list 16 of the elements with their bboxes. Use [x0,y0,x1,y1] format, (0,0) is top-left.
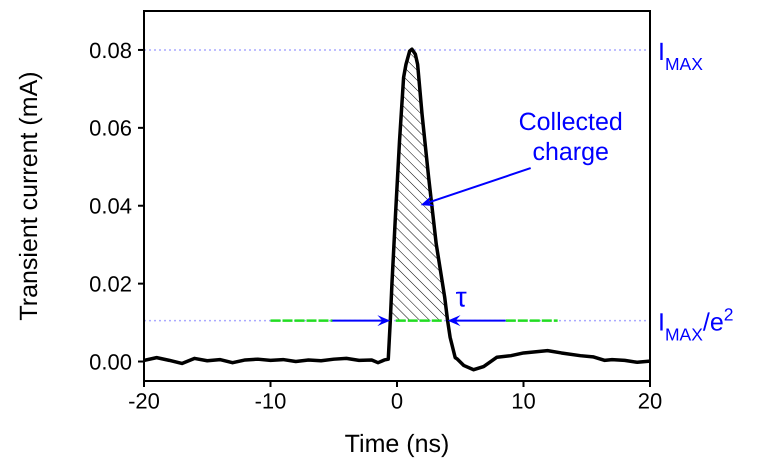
y-tick-label: 0.02 [89,271,132,296]
ref-line-label: I$_{MAX}$/e$^{2}$ [658,304,734,345]
annotation: τ [456,282,467,313]
x-tick-label: -20 [128,388,160,414]
y-tick-label: 0.00 [89,349,132,374]
y-axis-title: Transient current (mA) [14,71,43,321]
y-tick-label: 0.08 [89,38,132,63]
y-tick-label: 0.06 [89,116,132,141]
annotation: Collected charge [518,108,623,166]
x-tick-label: -10 [254,388,286,414]
x-axis-title: Time (ns) [344,430,450,458]
ref-line-label: I$_{MAX}$ [658,38,704,74]
x-tick-label: 20 [638,388,662,414]
x-tick-label: 10 [511,388,536,414]
y-tick-label: 0.04 [89,194,132,219]
x-tick-label: 0 [390,388,404,414]
